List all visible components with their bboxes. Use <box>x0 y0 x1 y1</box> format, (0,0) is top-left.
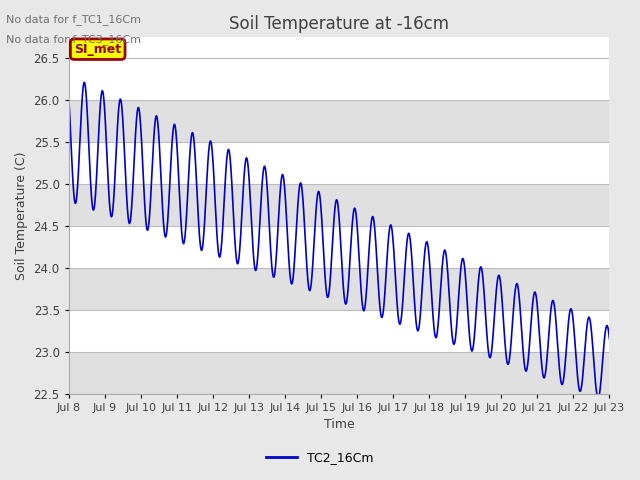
Bar <box>68 268 609 310</box>
Bar <box>68 184 609 226</box>
Title: Soil Temperature at -16cm: Soil Temperature at -16cm <box>229 15 449 33</box>
Bar <box>68 352 609 394</box>
Text: No data for f_TC1_16Cm: No data for f_TC1_16Cm <box>6 14 141 25</box>
Legend: TC2_16Cm: TC2_16Cm <box>261 446 379 469</box>
Text: No data for f_TC3_16Cm: No data for f_TC3_16Cm <box>6 34 141 45</box>
Bar <box>68 100 609 142</box>
X-axis label: Time: Time <box>324 419 355 432</box>
Text: SI_met: SI_met <box>74 43 121 56</box>
Y-axis label: Soil Temperature (C): Soil Temperature (C) <box>15 151 28 280</box>
